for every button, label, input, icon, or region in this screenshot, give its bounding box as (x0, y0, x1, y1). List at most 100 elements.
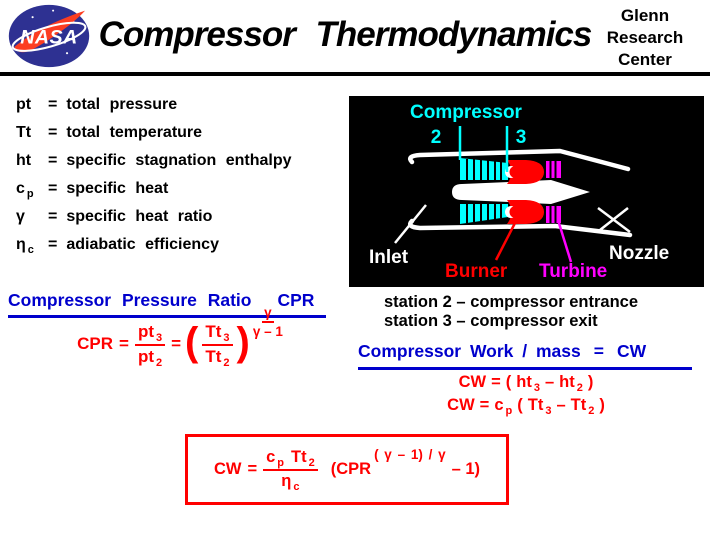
burner-pointer-line (494, 222, 517, 261)
burner-upper (507, 160, 544, 184)
definition-text: specific heat ratio (66, 208, 213, 225)
equals-sign: = (48, 180, 58, 197)
nozzle-line-2 (599, 207, 629, 231)
definition-text: specific heat (66, 180, 169, 197)
symbol: c (16, 180, 25, 197)
frac-den-sub: c (293, 481, 300, 493)
definition-ht: ht = specific stagnation enthalpy (16, 152, 292, 173)
org-line: Glenn (620, 6, 670, 25)
inlet-label: Inlet (369, 247, 409, 268)
org-line: Center (618, 50, 672, 69)
frac-num: Tt (205, 322, 222, 341)
turbine-label: Turbine (539, 261, 607, 282)
exp-num: γ (262, 305, 274, 324)
definition-Tt: Tt = total temperature (16, 124, 292, 145)
spinner-body (452, 180, 590, 204)
definitions-list: pt = total pressure Tt = total temperatu… (16, 96, 292, 257)
equals-sign: = (491, 373, 501, 391)
temperature-ratio-fraction: Tt 3 Tt 2 (202, 322, 233, 369)
symbol: η (16, 236, 26, 253)
term: Tt (570, 396, 587, 414)
station-2-label: 2 (431, 127, 442, 148)
right-paren: ) (587, 373, 594, 391)
station-notes: station 2 – compressor entrance station … (384, 293, 638, 331)
turbine-pointer-line (556, 219, 573, 263)
gamma-exponent-fraction: γ γ – 1 (253, 305, 283, 340)
frac-num: pt (137, 322, 154, 341)
frac-den: Tt (205, 346, 222, 366)
eq-lhs: CW (447, 396, 475, 414)
symbol: Tt (16, 124, 32, 141)
turbine-upper (546, 161, 561, 178)
definition-text: total temperature (66, 124, 203, 141)
frac-num-sub: p (277, 457, 285, 470)
left-paren: ( (517, 396, 523, 414)
term-sub: p (505, 405, 513, 417)
definition-text: total pressure (66, 96, 178, 113)
frac-den-sub: 2 (155, 356, 163, 369)
nasa-swoosh (14, 10, 86, 53)
minus-sign: – (544, 373, 555, 391)
equals-sign: = (479, 396, 490, 414)
org-name: Glenn Research Center (583, 5, 707, 71)
right-paren: ) (236, 320, 250, 365)
cw-abbr: CW (616, 341, 647, 361)
equals-sign: = (247, 460, 258, 478)
cpr-heading-text: Compressor Pressure Ratio (8, 290, 252, 310)
pressure-ratio-fraction: pt 3 pt 2 (134, 322, 166, 369)
cpr-exponent: ( γ – 1) / γ (374, 447, 446, 462)
inlet-pointer-line (394, 204, 427, 244)
definition-text: adiabatic efficiency (66, 236, 219, 253)
burner-label: Burner (445, 261, 508, 282)
minus-sign: – (556, 396, 566, 414)
definition-pt: pt = total pressure (16, 96, 292, 117)
left-paren: ( (185, 320, 199, 365)
symbol: ht (16, 152, 32, 169)
cpr-heading: Compressor Pressure Ratio CPR (8, 290, 326, 318)
symbol-sub: c (27, 244, 34, 256)
cw-heading-text: Compressor Work / mass (358, 341, 581, 361)
symbol: pt (16, 96, 32, 113)
eq-lhs: CW (213, 460, 242, 478)
frac-num: c (266, 448, 276, 467)
eq-lhs: CPR (77, 334, 113, 354)
equals-sign: = (48, 236, 58, 253)
frac-num: Tt (291, 448, 307, 467)
term: Tt (527, 396, 544, 414)
equals-sign: = (48, 124, 58, 141)
org-line: Research (606, 28, 684, 47)
definition-gamma: γ = specific heat ratio (16, 208, 292, 229)
exp-den: γ – 1 (252, 324, 283, 340)
header-divider (0, 72, 710, 76)
term: c (494, 396, 504, 414)
equals-sign: = (48, 208, 58, 225)
equals-sign: = (48, 152, 58, 169)
frac-num-sub: 3 (223, 332, 230, 344)
station-3-note: station 3 – compressor exit (384, 312, 598, 330)
term: ht (516, 373, 532, 391)
compressor-label: Compressor (410, 102, 523, 123)
symbol-sub: p (26, 188, 34, 200)
frac-den: pt (137, 346, 154, 366)
cpr-open: (CPR (330, 460, 372, 478)
engine-diagram: Compressor 2 3 Inlet Burner Turbine Nozz… (349, 96, 704, 287)
eq-tail: – 1) (451, 460, 481, 478)
nasa-logo-text: NASA (20, 26, 77, 48)
equals-sign: = (171, 334, 182, 354)
compressor-blade-lines (466, 159, 502, 223)
frac-den: η (281, 472, 292, 490)
page-title: Compressor Thermodynamics (98, 15, 593, 54)
left-paren: ( (505, 373, 512, 391)
frac-den-sub: 2 (223, 356, 230, 369)
cpr-abbr: CPR (277, 290, 315, 310)
station-2-note: station 2 – compressor entrance (384, 293, 639, 311)
turbine-blade-lines (549, 161, 557, 223)
term-sub: 2 (588, 405, 595, 417)
right-paren: ) (599, 396, 605, 414)
frac-num-sub: 3 (155, 332, 163, 344)
